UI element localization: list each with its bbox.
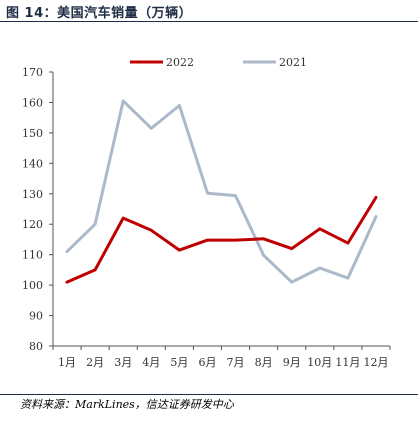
y-tick-label: 150 bbox=[22, 127, 43, 140]
x-tick-label: 2月 bbox=[86, 356, 104, 369]
y-tick-label: 120 bbox=[22, 218, 43, 231]
legend-label-2022: 2022 bbox=[166, 56, 194, 69]
x-tick-label: 9月 bbox=[283, 356, 301, 369]
legend-label-2021: 2021 bbox=[279, 56, 307, 69]
y-tick-label: 80 bbox=[29, 340, 43, 353]
title-rule bbox=[0, 21, 418, 22]
y-tick-label: 140 bbox=[22, 157, 43, 170]
x-tick-label: 11月 bbox=[335, 356, 360, 369]
x-tick-label: 10月 bbox=[307, 356, 332, 369]
y-tick-label: 110 bbox=[22, 249, 43, 262]
y-tick-label: 90 bbox=[29, 310, 43, 323]
x-tick-label: 7月 bbox=[227, 356, 245, 369]
series-line-2021 bbox=[65, 99, 378, 284]
x-tick-label: 5月 bbox=[170, 356, 188, 369]
y-tick-label: 130 bbox=[22, 188, 43, 201]
series-line-2022 bbox=[65, 195, 378, 284]
source-rule bbox=[0, 394, 418, 395]
y-tick-label: 100 bbox=[22, 279, 43, 292]
x-tick-label: 3月 bbox=[114, 356, 132, 369]
y-tick-label: 170 bbox=[22, 66, 43, 79]
x-tick-label: 8月 bbox=[255, 356, 273, 369]
x-tick-label: 6月 bbox=[198, 356, 216, 369]
x-tick-label: 12月 bbox=[363, 356, 388, 369]
x-tick-label: 1月 bbox=[58, 356, 76, 369]
y-tick-label: 160 bbox=[22, 96, 43, 109]
x-tick-label: 4月 bbox=[142, 356, 160, 369]
source-note: 资料来源：MarkLines，信达证券研发中心 bbox=[20, 398, 234, 411]
figure-title: 图 14：美国汽车销量（万辆） bbox=[6, 6, 193, 21]
